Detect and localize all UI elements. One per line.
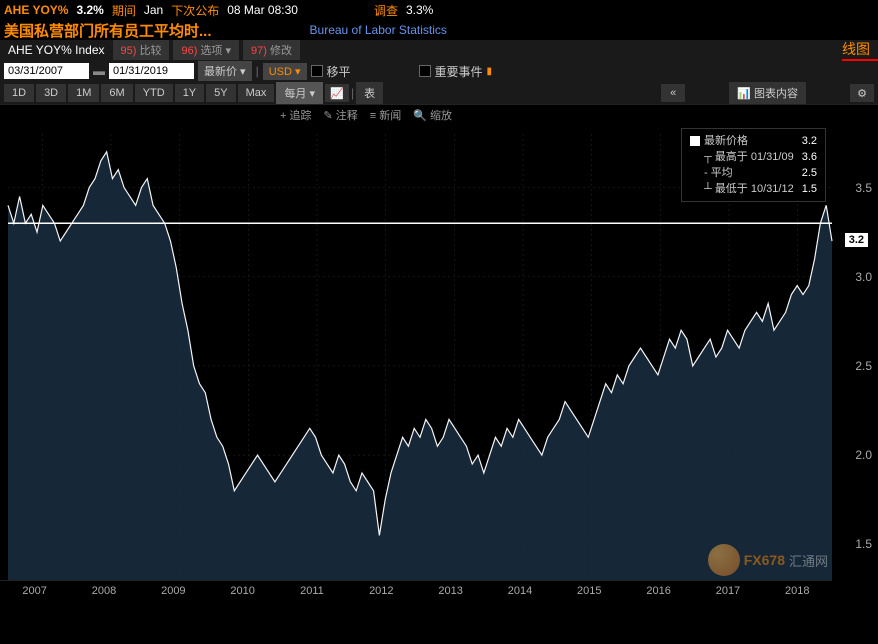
watermark-brand: FX678 [744,552,785,568]
moving-avg-checkbox[interactable] [311,65,323,77]
ticker-symbol: AHE YOY% [4,3,68,17]
period-value: Jan [144,3,163,17]
chart-type-label[interactable]: 线图 [842,39,878,61]
current-value-tag: 3.2 [845,233,868,247]
function-tabs: AHE YOY% Index 95) 比较 96) 选项 ▾ 97) 修改 线图 [0,40,878,60]
tf-max[interactable]: Max [238,84,275,102]
x-tick-label: 2008 [69,581,138,602]
currency-button[interactable]: USD ▾ [263,63,307,80]
period-label: 期间 [112,2,136,19]
options-tab[interactable]: 96) 选项 ▾ [173,40,239,60]
date-from-input[interactable]: 03/31/2007 [4,63,89,79]
y-tick-label: 1.5 [855,537,872,551]
watermark-sub: 汇通网 [789,551,828,570]
tf-5y[interactable]: 5Y [206,84,235,102]
collapse-icon[interactable]: « [661,84,685,102]
title-bar: 美国私营部门所有员工平均时... Bureau of Labor Statist… [0,20,878,40]
tf-1d[interactable]: 1D [4,84,34,102]
annotate-tool[interactable]: ✎ 注释 [323,107,357,123]
events-label: 重要事件 [435,63,483,80]
x-tick-label: 2009 [139,581,208,602]
index-name: AHE YOY% Index [4,41,109,59]
chart-tools: + 追踪 ✎ 注释 ≡ 新闻 🔍 缩放 [0,104,878,124]
x-tick-label: 2015 [555,581,624,602]
events-checkbox[interactable] [419,65,431,77]
x-tick-label: 2018 [763,581,832,602]
x-tick-label: 2013 [416,581,485,602]
x-tick-label: 2012 [347,581,416,602]
settings-icon[interactable]: ⚙ [850,84,874,102]
next-release-label: 下次公布 [171,2,219,19]
x-tick-label: 2016 [624,581,693,602]
data-source: Bureau of Labor Statistics [310,23,447,37]
tf-1y[interactable]: 1Y [175,84,204,102]
news-tool[interactable]: ≡ 新闻 [370,107,401,123]
survey-value: 3.3% [406,3,433,17]
watermark-logo [708,544,740,576]
ticker-value: 3.2% [76,3,103,17]
zoom-tool[interactable]: 🔍 缩放 [413,107,452,123]
chart-type-icon[interactable]: 📈 [325,84,349,102]
moving-avg-label: 移平 [327,63,351,80]
y-tick-label: 3.0 [855,270,872,284]
watermark: FX678 汇通网 [708,544,828,576]
chart-area[interactable]: 最新价格3.2 ┬ 最高于 01/31/093.6 - 平均2.5 ┴ 最低于 … [0,124,878,602]
tf-ytd[interactable]: YTD [135,84,173,102]
chart-content-button[interactable]: 📊 图表内容 [729,82,806,104]
tf-6m[interactable]: 6M [101,84,132,102]
y-tick-label: 2.5 [855,359,872,373]
x-tick-label: 2011 [277,581,346,602]
series-title: 美国私营部门所有员工平均时... [4,20,212,41]
x-axis: 2007200820092010201120122013201420152016… [0,580,832,602]
x-tick-label: 2007 [0,581,69,602]
timeframe-controls: 1D 3D 1M 6M YTD 1Y 5Y Max 每月 ▾ 📈 | 表 « 📊… [0,82,878,104]
y-tick-label: 3.5 [855,181,872,195]
tf-3d[interactable]: 3D [36,84,66,102]
survey-label: 调查 [374,2,398,19]
track-tool[interactable]: + 追踪 [280,107,311,123]
y-tick-label: 2.0 [855,448,872,462]
date-controls: 03/31/2007 ▬ 01/31/2019 最新价 ▾ | USD ▾ 移平… [0,60,878,82]
tf-1m[interactable]: 1M [68,84,99,102]
edit-tab[interactable]: 97) 修改 [243,40,300,60]
tf-monthly[interactable]: 每月 ▾ [276,82,323,104]
date-to-input[interactable]: 01/31/2019 [109,63,194,79]
x-tick-label: 2014 [485,581,554,602]
x-tick-label: 2017 [693,581,762,602]
next-release-value: 08 Mar 08:30 [227,3,298,17]
legend-box: 最新价格3.2 ┬ 最高于 01/31/093.6 - 平均2.5 ┴ 最低于 … [681,128,826,202]
last-price-button[interactable]: 最新价 ▾ [198,61,252,81]
compare-tab[interactable]: 95) 比较 [113,40,170,60]
table-button[interactable]: 表 [356,82,383,104]
x-tick-label: 2010 [208,581,277,602]
header-info-bar: AHE YOY% 3.2% 期间 Jan 下次公布 08 Mar 08:30 调… [0,0,878,20]
